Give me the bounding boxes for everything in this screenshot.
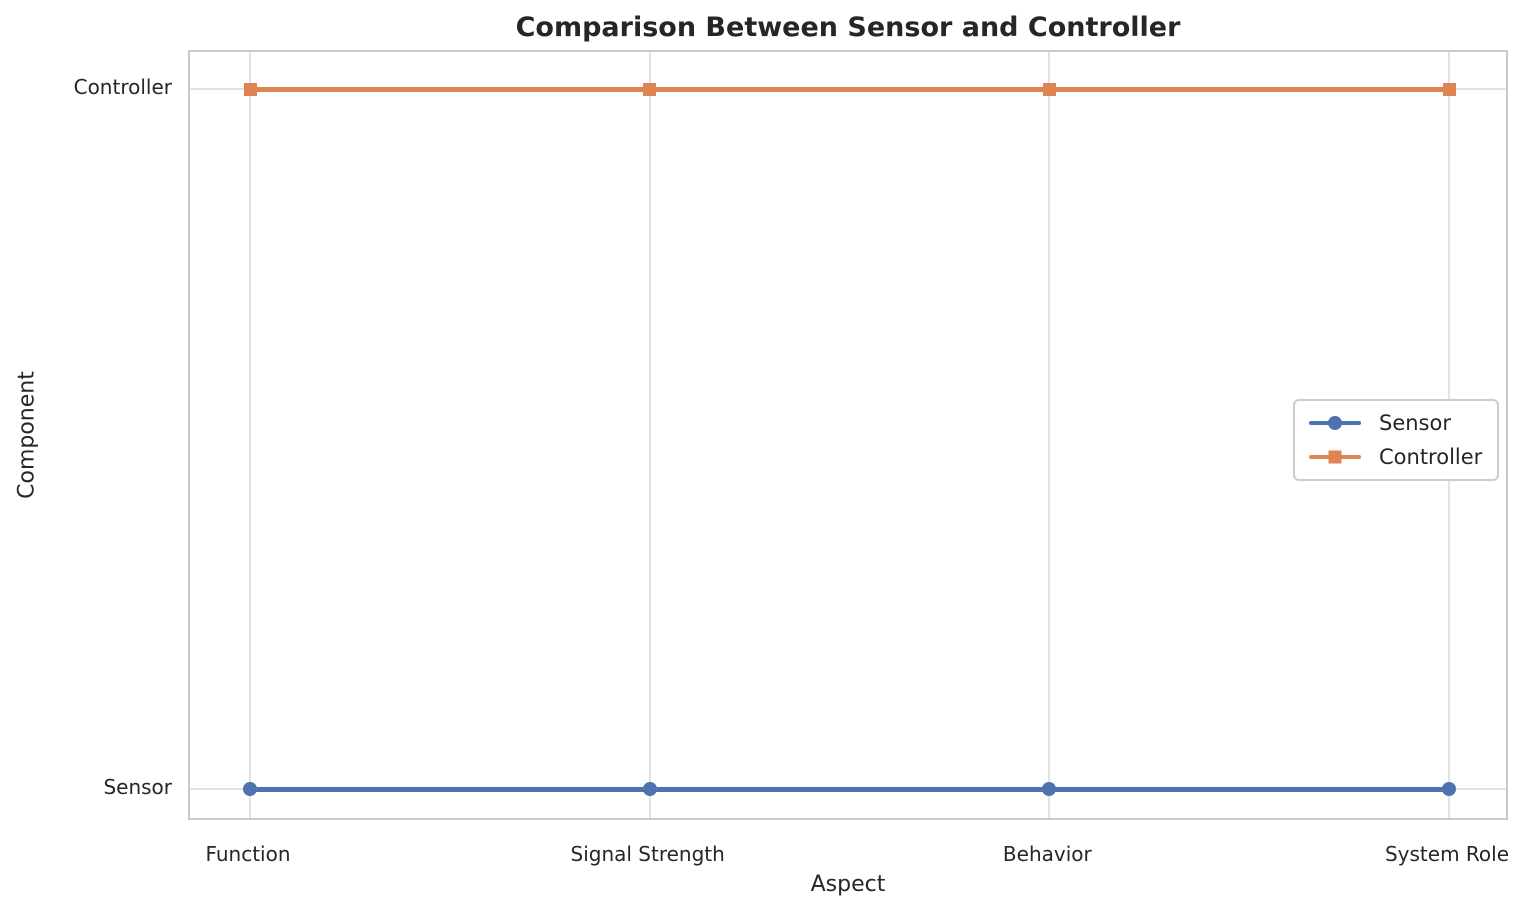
circle-marker-sensor (642, 782, 657, 796)
circle-marker-sensor (243, 782, 257, 796)
square-marker-controller (243, 82, 257, 96)
legend-label: Sensor (1379, 411, 1451, 435)
square-marker-controller (1442, 82, 1456, 96)
square-marker-controller (1042, 82, 1056, 96)
series-line-sensor (250, 786, 1449, 792)
square-icon (1328, 450, 1342, 464)
y-tick-label: Sensor (103, 775, 172, 799)
gridline-vertical (648, 52, 651, 818)
gridline-vertical (1048, 52, 1051, 818)
square-marker-controller (643, 82, 657, 96)
legend-sample-line (1309, 450, 1361, 464)
y-tick-label: Controller (73, 75, 172, 99)
y-axis-label: Component (14, 371, 40, 499)
chart-title: Comparison Between Sensor and Controller (515, 12, 1181, 43)
legend-sample-line (1309, 416, 1361, 430)
circle-marker-sensor (1442, 782, 1456, 796)
series-line-controller (250, 86, 1449, 92)
legend-entry-controller: Controller (1309, 443, 1483, 471)
x-tick-label: System Role (1384, 842, 1510, 866)
legend-entry-sensor: Sensor (1309, 409, 1483, 437)
x-axis-label: Aspect (810, 872, 886, 897)
plot-area (188, 50, 1508, 820)
circle-marker-sensor (1042, 782, 1057, 796)
circle-icon (1328, 416, 1342, 430)
gridline-vertical (249, 52, 251, 818)
legend-label: Controller (1379, 445, 1483, 469)
x-tick-label: Behavior (1002, 842, 1092, 866)
chart-legend: Sensor Controller (1293, 399, 1499, 481)
x-tick-label: Function (205, 842, 291, 866)
x-tick-label: Signal Strength (570, 842, 725, 866)
